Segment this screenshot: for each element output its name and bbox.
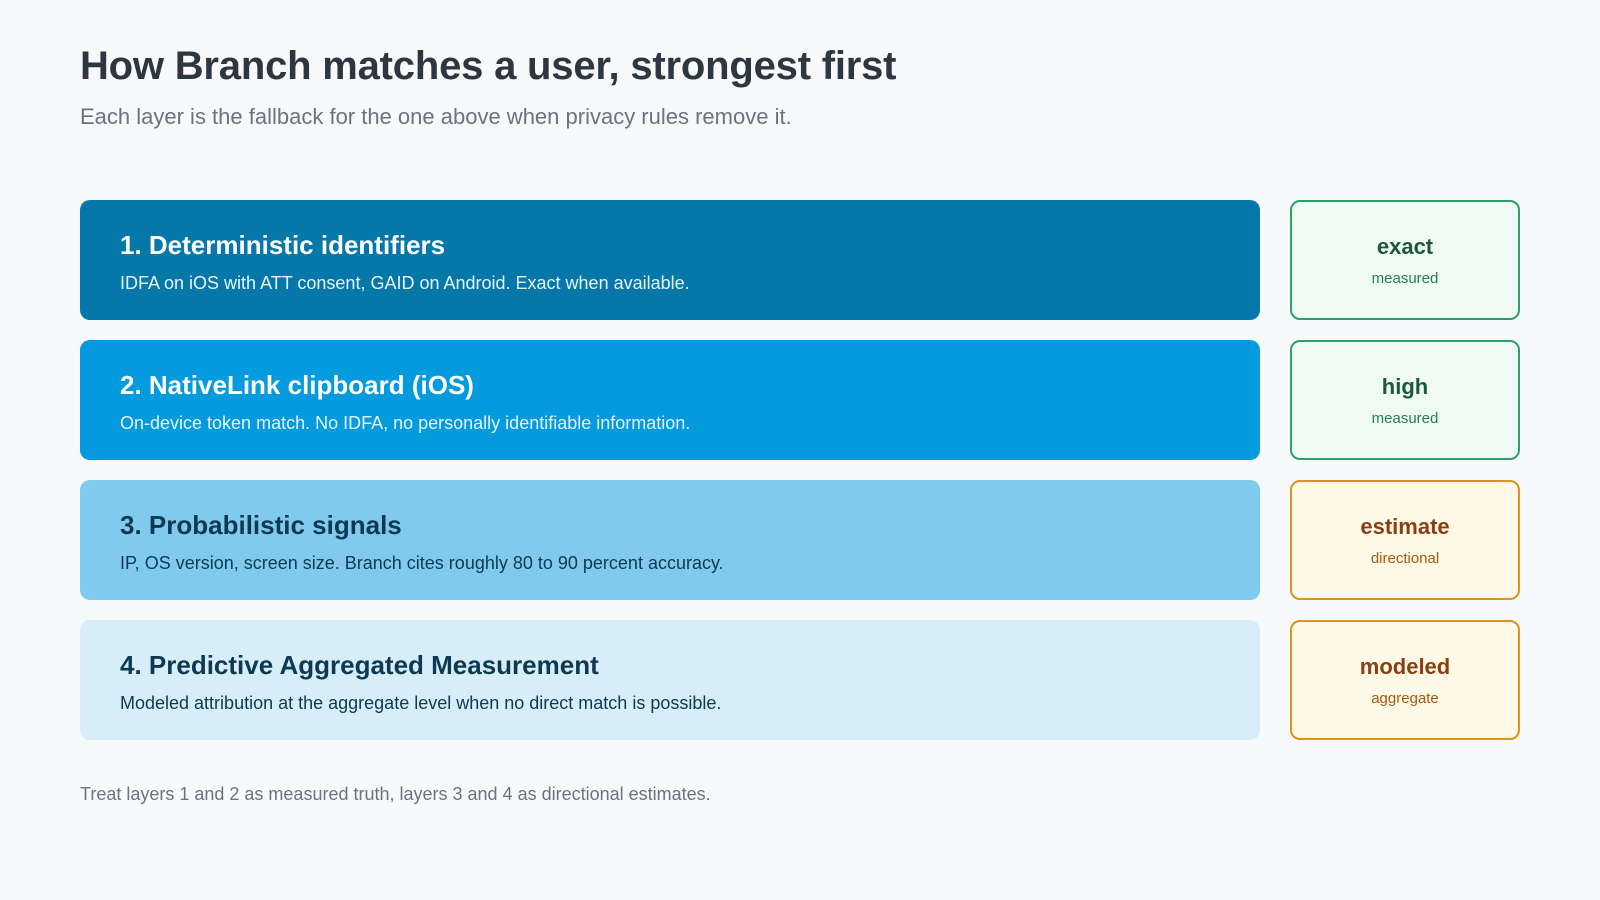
badge-label: modeled: [1359, 654, 1451, 679]
layer-probabilistic-signals: 3. Probabilistic signals IP, OS version,…: [80, 480, 1260, 600]
page-title: How Branch matches a user, strongest fir…: [80, 44, 897, 88]
layer-description: On-device token match. No IDFA, no perso…: [120, 413, 691, 433]
footnote: Treat layers 1 and 2 as measured truth, …: [80, 784, 711, 804]
layer-title: 1. Deterministic identifiers: [120, 230, 446, 260]
layer-description: IDFA on iOS with ATT consent, GAID on An…: [120, 273, 690, 293]
confidence-badge-high: high measured: [1290, 340, 1520, 460]
layer-title: 3. Probabilistic signals: [120, 510, 402, 540]
layer-predictive-aggregated-measurement: 4. Predictive Aggregated Measurement Mod…: [80, 620, 1260, 740]
confidence-badge-estimate: estimate directional: [1290, 480, 1520, 600]
confidence-badge-modeled: modeled aggregate: [1290, 620, 1520, 740]
badge-label: exact: [1376, 234, 1434, 259]
layer-description: Modeled attribution at the aggregate lev…: [120, 693, 722, 713]
badge-sublabel: measured: [1371, 270, 1439, 287]
badge-label: high: [1381, 374, 1429, 399]
confidence-badge-exact: exact measured: [1290, 200, 1520, 320]
layer-title: 2. NativeLink clipboard (iOS): [120, 370, 474, 400]
badge-sublabel: aggregate: [1371, 690, 1439, 707]
badge-sublabel: directional: [1370, 550, 1440, 567]
layer-title: 4. Predictive Aggregated Measurement: [120, 650, 599, 680]
layer-nativelink-clipboard: 2. NativeLink clipboard (iOS) On-device …: [80, 340, 1260, 460]
page-subtitle: Each layer is the fallback for the one a…: [80, 104, 792, 129]
badge-label: estimate: [1360, 514, 1450, 539]
layer-deterministic-identifiers: 1. Deterministic identifiers IDFA on iOS…: [80, 200, 1260, 320]
badge-sublabel: measured: [1371, 410, 1439, 427]
layer-description: IP, OS version, screen size. Branch cite…: [120, 553, 724, 573]
